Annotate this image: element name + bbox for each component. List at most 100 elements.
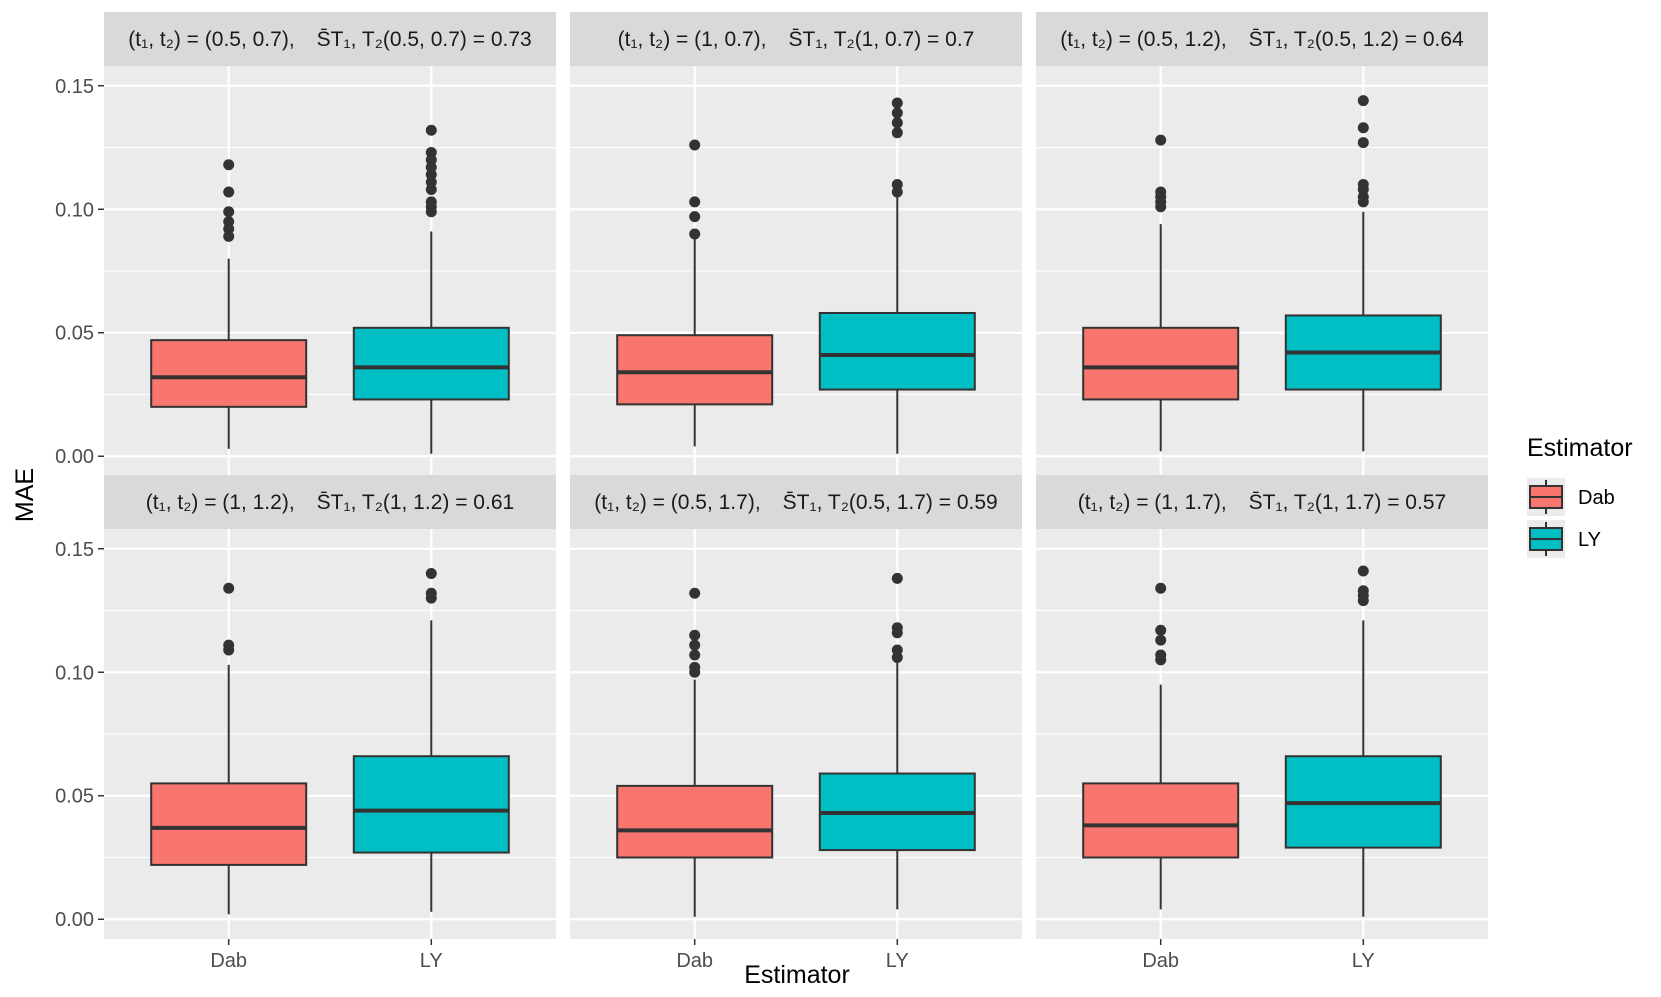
outlier-point bbox=[891, 97, 903, 109]
iqr-box bbox=[150, 339, 308, 408]
strip-background bbox=[570, 12, 1022, 66]
strip-background bbox=[1036, 475, 1488, 529]
outlier-point bbox=[1357, 179, 1369, 191]
iqr-box bbox=[352, 326, 510, 401]
iqr-box bbox=[352, 755, 510, 854]
strip-pair-label: (t₁, t₂) = (0.5, 1.2), bbox=[1060, 28, 1226, 51]
box-dab bbox=[1082, 134, 1240, 452]
strip-survival-label: S̄T₁, T₂(0.5, 1.2) = 0.64 bbox=[1249, 28, 1464, 51]
facet-panel: (t₁, t₂) = (1, 1.2), S̄T₁, T₂(1, 1.2) = 0… bbox=[104, 475, 556, 939]
outlier-point bbox=[1357, 565, 1369, 577]
strip-label: (t₁, t₂) = (0.5, 1.2), S̄T₁, T₂(0.5, 1.2)… bbox=[1060, 28, 1464, 51]
facet-panels: (t₁, t₂) = (0.5, 0.7), S̄T₁, T₂(0.5, 0.7)… bbox=[104, 12, 1488, 939]
box-dab bbox=[616, 587, 774, 917]
box-ly bbox=[352, 124, 510, 454]
strip-label: (t₁, t₂) = (0.5, 0.7), S̄T₁, T₂(0.5, 0.7)… bbox=[128, 28, 531, 51]
outlier-point bbox=[689, 139, 701, 151]
strip-survival-label: S̄T₁, T₂(1, 0.7) = 0.7 bbox=[789, 28, 975, 51]
outlier-point bbox=[1155, 186, 1167, 198]
outlier-point bbox=[891, 572, 903, 584]
legend: Estimator Dab LY bbox=[1527, 434, 1633, 558]
outlier-point bbox=[891, 127, 903, 139]
strip-pair-label: (t₁, t₂) = (1, 1.2), bbox=[146, 491, 295, 514]
outlier-point bbox=[1155, 634, 1167, 646]
outlier-point bbox=[1155, 624, 1167, 636]
y-tick-label: 0.05 bbox=[55, 323, 94, 345]
x-axis-ticks: Dab LY bbox=[210, 939, 443, 972]
outlier-point bbox=[891, 644, 903, 656]
box-dab bbox=[150, 159, 308, 449]
strip-survival-label: S̄T₁, T₂(0.5, 1.7) = 0.59 bbox=[783, 491, 998, 514]
iqr-box bbox=[150, 782, 308, 866]
outlier-point bbox=[425, 587, 437, 599]
y-axes: 0.00 0.05 0.10 0.15 0.00 0.05 0.10 0.15 bbox=[55, 76, 104, 931]
y-axis: 0.00 0.05 0.10 0.15 bbox=[55, 539, 104, 931]
strip-pair-label: (t₁, t₂) = (1, 1.7), bbox=[1078, 491, 1227, 514]
box-ly bbox=[352, 567, 510, 912]
strip-survival-label: S̄T₁, T₂(1, 1.2) = 0.61 bbox=[317, 491, 515, 514]
y-tick-label: 0.15 bbox=[55, 539, 94, 561]
box-ly bbox=[818, 572, 976, 910]
legend-title: Estimator bbox=[1527, 434, 1633, 462]
iqr-box bbox=[616, 334, 774, 406]
x-tick-label: LY bbox=[1352, 950, 1375, 972]
outlier-point bbox=[689, 196, 701, 208]
strip-survival-label: S̄T₁, T₂(1, 1.7) = 0.57 bbox=[1249, 491, 1447, 514]
y-tick-label: 0.05 bbox=[55, 786, 94, 808]
x-tick-label: Dab bbox=[676, 950, 713, 972]
strip-survival-label: S̄T₁, T₂(0.5, 0.7) = 0.73 bbox=[317, 28, 532, 51]
outlier-point bbox=[891, 107, 903, 119]
outlier-point bbox=[1357, 137, 1369, 149]
outlier-point bbox=[689, 661, 701, 673]
legend-key-ly: LY bbox=[1527, 520, 1601, 558]
iqr-box bbox=[1082, 782, 1240, 859]
x-axis-ticks: Dab LY bbox=[676, 939, 909, 972]
box-dab bbox=[616, 139, 774, 447]
outlier-point bbox=[425, 124, 437, 136]
outlier-point bbox=[1155, 582, 1167, 594]
y-tick-label: 0.00 bbox=[55, 909, 94, 931]
y-axis: 0.00 0.05 0.10 0.15 bbox=[55, 76, 104, 468]
outlier-point bbox=[1357, 585, 1369, 597]
strip-pair-label: (t₁, t₂) = (0.5, 0.7), bbox=[128, 28, 294, 51]
outlier-point bbox=[1155, 649, 1167, 661]
box-dab bbox=[1082, 582, 1240, 910]
outlier-point bbox=[223, 639, 235, 651]
y-tick-label: 0.00 bbox=[55, 446, 94, 468]
outlier-point bbox=[689, 211, 701, 223]
strip-label: (t₁, t₂) = (0.5, 1.7), S̄T₁, T₂(0.5, 1.7)… bbox=[594, 491, 997, 514]
strip-background bbox=[570, 475, 1022, 529]
x-tick-label: LY bbox=[886, 950, 909, 972]
strip-background bbox=[104, 12, 556, 66]
outlier-point bbox=[425, 196, 437, 208]
outlier-point bbox=[425, 146, 437, 158]
facet-panel: (t₁, t₂) = (0.5, 0.7), S̄T₁, T₂(0.5, 0.7)… bbox=[104, 12, 556, 476]
box-ly bbox=[1284, 95, 1442, 452]
strip-label: (t₁, t₂) = (1, 0.7), S̄T₁, T₂(1, 0.7) = 0… bbox=[618, 28, 975, 51]
box-dab bbox=[150, 582, 308, 915]
outlier-point bbox=[1155, 134, 1167, 146]
outlier-point bbox=[891, 117, 903, 129]
box-ly bbox=[1284, 565, 1442, 917]
outlier-point bbox=[223, 206, 235, 218]
facet-panel: (t₁, t₂) = (0.5, 1.2), S̄T₁, T₂(0.5, 1.2)… bbox=[1036, 12, 1488, 476]
outlier-point bbox=[689, 629, 701, 641]
strip-background bbox=[104, 475, 556, 529]
legend-label: Dab bbox=[1578, 487, 1615, 509]
x-tick-label: Dab bbox=[210, 950, 247, 972]
outlier-point bbox=[223, 159, 235, 171]
iqr-box bbox=[616, 784, 774, 859]
legend-key-dab: Dab bbox=[1527, 478, 1615, 516]
outlier-point bbox=[689, 587, 701, 599]
box-ly bbox=[818, 97, 976, 454]
y-tick-label: 0.10 bbox=[55, 662, 94, 684]
y-tick-label: 0.10 bbox=[55, 199, 94, 221]
x-axis: Dab LY Dab LY Dab LY bbox=[210, 939, 1375, 972]
strip-pair-label: (t₁, t₂) = (1, 0.7), bbox=[618, 28, 767, 51]
x-axis-ticks: Dab LY bbox=[1142, 939, 1375, 972]
outlier-point bbox=[689, 228, 701, 240]
outlier-point bbox=[1357, 95, 1369, 107]
outlier-point bbox=[891, 622, 903, 634]
x-tick-label: Dab bbox=[1142, 950, 1179, 972]
